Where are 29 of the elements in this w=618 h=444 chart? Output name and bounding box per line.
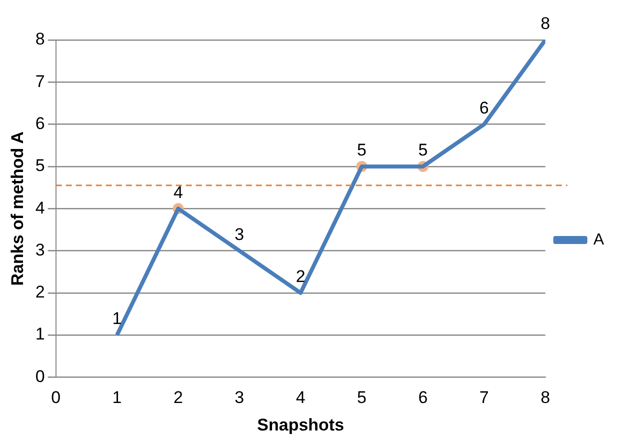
y-tick-label: 0 <box>35 366 45 386</box>
x-tick-label: 8 <box>540 388 550 408</box>
data-label: 5 <box>357 140 367 160</box>
x-tick-label: 4 <box>296 388 306 408</box>
legend-label: A <box>593 231 604 248</box>
x-tick-label: 7 <box>479 388 489 408</box>
x-tick-label: 2 <box>173 388 183 408</box>
x-tick-label: 6 <box>418 388 428 408</box>
y-tick-label: 2 <box>35 282 45 302</box>
y-tick-label: 3 <box>35 240 45 260</box>
data-label: 2 <box>296 267 306 286</box>
x-tick-label: 1 <box>112 388 122 408</box>
y-tick-label: 8 <box>35 30 45 49</box>
x-tick-label: 5 <box>357 388 367 408</box>
data-label: 8 <box>540 14 550 34</box>
data-label: 3 <box>234 224 244 244</box>
y-tick-label: 6 <box>35 114 45 133</box>
data-label: 6 <box>479 98 489 118</box>
data-label: 1 <box>112 309 122 328</box>
y-tick-label: 5 <box>35 156 45 176</box>
x-tick-label: 3 <box>234 388 244 408</box>
x-axis-title: Snapshots <box>257 415 344 434</box>
data-label: 4 <box>173 182 183 202</box>
y-axis-title: Ranks of method A <box>8 131 27 286</box>
data-label: 5 <box>418 140 428 160</box>
x-tick-label: 0 <box>51 388 61 408</box>
y-tick-label: 4 <box>35 198 45 218</box>
y-tick-label: 1 <box>35 324 45 344</box>
y-tick-label: 7 <box>35 72 45 91</box>
